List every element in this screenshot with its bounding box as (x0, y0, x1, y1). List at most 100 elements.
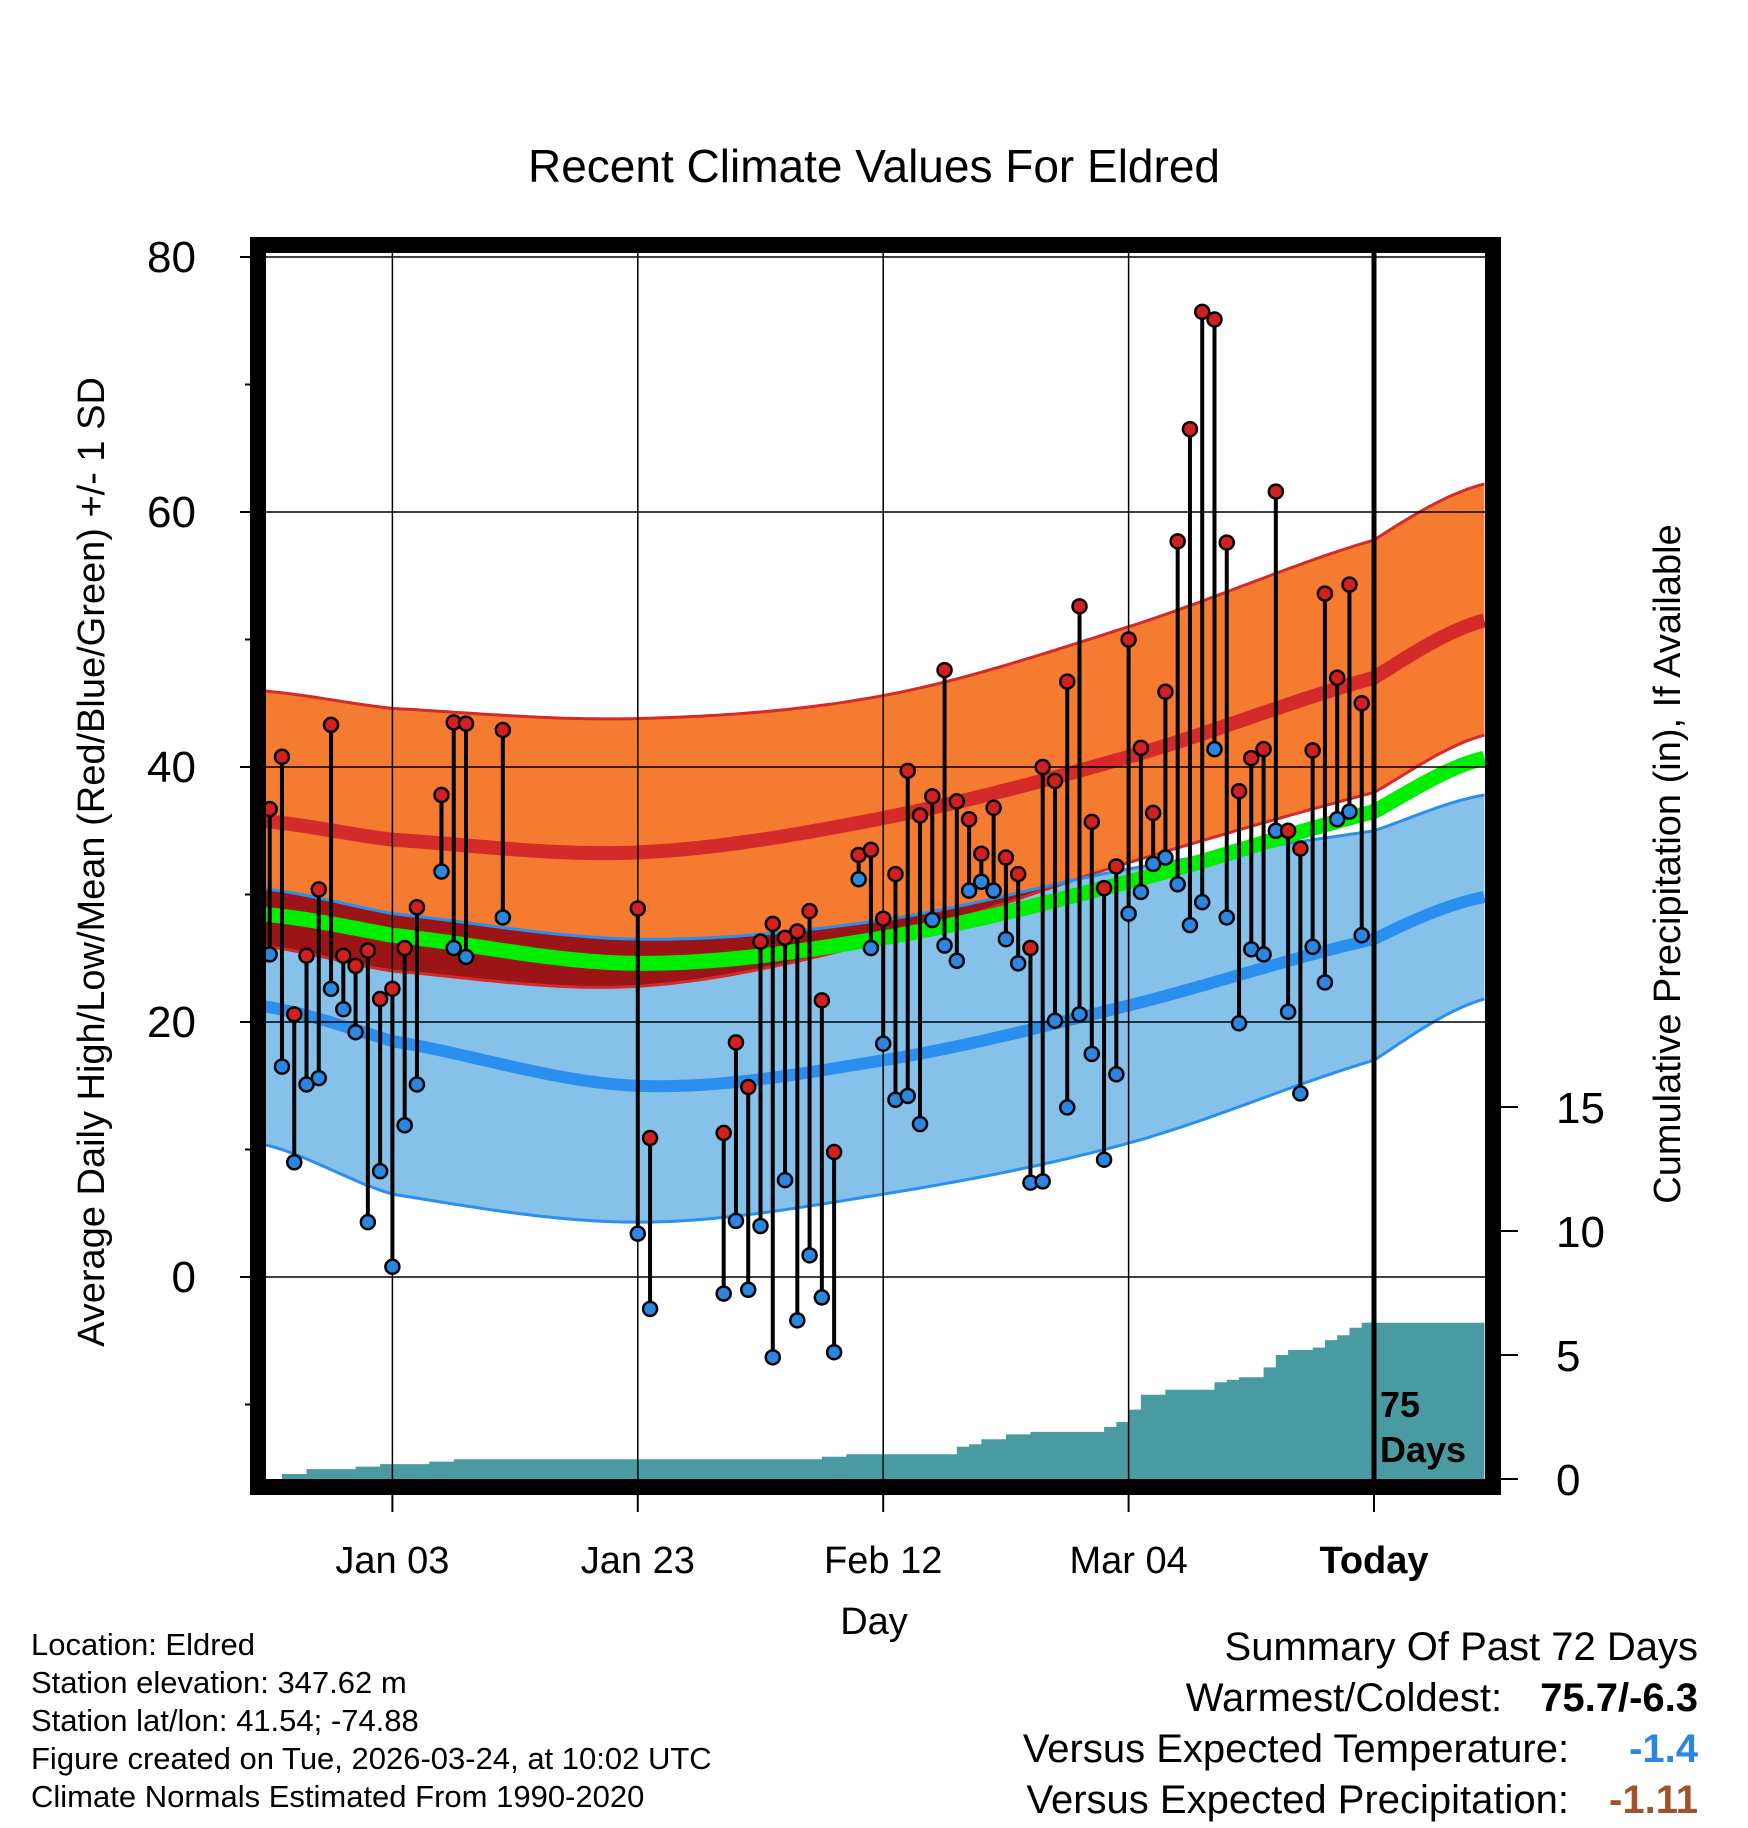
obs-high-point (948, 793, 966, 810)
high-upper-edge (262, 482, 1485, 721)
obs-low-point (359, 1213, 377, 1231)
y-axis-right-label: Cumulative Precipitation (in), If Availa… (1647, 524, 1689, 1203)
obs-high-point (1132, 739, 1150, 757)
low-lower-edge (262, 997, 1485, 1224)
obs-low-point (764, 1349, 782, 1366)
obs-high-point (1206, 311, 1223, 328)
obs-high-point (433, 786, 450, 804)
obs-high-point (997, 849, 1015, 866)
obs-low-point (1353, 927, 1370, 944)
obs-high-point (359, 942, 377, 959)
obs-low-point (1071, 1006, 1088, 1023)
obs-high-point (801, 902, 818, 920)
obs-high-point (1144, 804, 1162, 822)
obs-high-point (764, 915, 782, 933)
obs-high-point (1059, 673, 1076, 690)
obs-high-point (408, 899, 426, 916)
obs-low-point (1108, 1066, 1125, 1083)
obs-low-point (629, 1225, 647, 1242)
obs-low-point (1279, 1003, 1297, 1021)
obs-low-point (899, 1087, 916, 1105)
obs-high-point (1218, 534, 1236, 551)
obs-high-point (1071, 598, 1088, 615)
obs-low-point (1316, 974, 1334, 991)
info-location: Location: Eldred (31, 1627, 256, 1662)
normal-low-line (262, 891, 1486, 1093)
x-tick-label: Jan 23 (581, 1540, 695, 1582)
obs-low-point (408, 1076, 426, 1093)
right-tick-label: 15 (1556, 1084, 1605, 1133)
obs-low-point (1144, 855, 1162, 873)
y-axis-left-label: Average Daily High/Low/Mean (Red/Blue/Gr… (71, 377, 113, 1347)
info-elevation: Station elevation: 347.62 m (31, 1665, 407, 1700)
obs-high-point (285, 1006, 303, 1023)
obs-low-point (862, 939, 880, 957)
obs-low-point (1193, 893, 1211, 911)
obs-low-point (752, 1217, 769, 1235)
obs-high-point (776, 929, 794, 947)
left-tick-label: 20 (147, 998, 196, 1047)
obs-low-point (960, 882, 978, 899)
obs-high-point (310, 881, 328, 898)
obs-low-point (1230, 1015, 1248, 1032)
obs-high-point (1083, 813, 1101, 831)
obs-high-point (322, 716, 340, 734)
normal-high-line (262, 613, 1487, 861)
obs-high-point (874, 910, 892, 927)
obs-low-point (936, 937, 953, 954)
obs-high-point (1022, 939, 1039, 957)
obs-high-point (1095, 879, 1113, 897)
obs-low-point (335, 1001, 352, 1018)
obs-high-point (899, 762, 916, 780)
obs-high-point (1034, 758, 1051, 776)
obs-low-point (1083, 1045, 1101, 1063)
chart-title: Recent Climate Values For Eldred (528, 140, 1220, 192)
obs-high-point (1292, 840, 1309, 857)
obs-low-point (285, 1154, 303, 1171)
obs-low-point (1157, 849, 1174, 866)
obs-high-point (752, 933, 769, 950)
obs-low-point (433, 863, 450, 880)
obs-low-point (1328, 811, 1346, 828)
obs-high-point (1108, 858, 1125, 875)
obs-high-point (1341, 576, 1358, 593)
precip-label: Versus Expected Precipitation: (1026, 1778, 1570, 1822)
obs-low-point (1095, 1151, 1113, 1168)
obs-low-point (850, 870, 867, 888)
obs-high-point (1328, 669, 1346, 686)
obs-low-point (985, 882, 1002, 899)
obs-high-point (384, 980, 401, 998)
obs-high-point (825, 1143, 843, 1161)
obs-high-point (936, 661, 953, 679)
obs-high-point (1279, 822, 1297, 839)
plot-frame (250, 237, 1501, 1495)
obs-low-point (715, 1285, 732, 1302)
obs-low-point (1181, 916, 1199, 934)
obs-high-point (396, 939, 413, 957)
obs-high-point (641, 1129, 659, 1147)
obs-low-point (948, 952, 966, 970)
low-sd-band (262, 795, 1485, 1223)
obs-low-point (1009, 955, 1027, 972)
obs-low-point (445, 939, 462, 957)
obs-high-point (629, 900, 647, 917)
obs-high-point (1181, 420, 1199, 438)
obs-low-point (298, 1076, 315, 1093)
obs-high-point (1230, 782, 1248, 800)
x-tick-label: Jan 03 (335, 1540, 449, 1582)
obs-low-point (1218, 909, 1236, 926)
x-axis-label: Day (840, 1601, 908, 1643)
obs-low-point (1206, 740, 1223, 758)
obs-high-point (715, 1124, 732, 1142)
left-tick-label: 0 (172, 1253, 196, 1302)
obs-high-point (1304, 742, 1321, 759)
obs-high-point (1157, 683, 1174, 701)
summary-panel: Summary Of Past 72 Days Warmest/Coldest:… (1023, 1622, 1698, 1826)
obs-low-point (1120, 905, 1137, 922)
obs-low-point (457, 948, 475, 966)
obs-high-point (1255, 740, 1272, 758)
x-tick-label: Mar 04 (1069, 1540, 1187, 1582)
obs-high-point (347, 957, 364, 975)
obs-low-point (997, 930, 1015, 948)
obs-high-point (1316, 585, 1334, 602)
